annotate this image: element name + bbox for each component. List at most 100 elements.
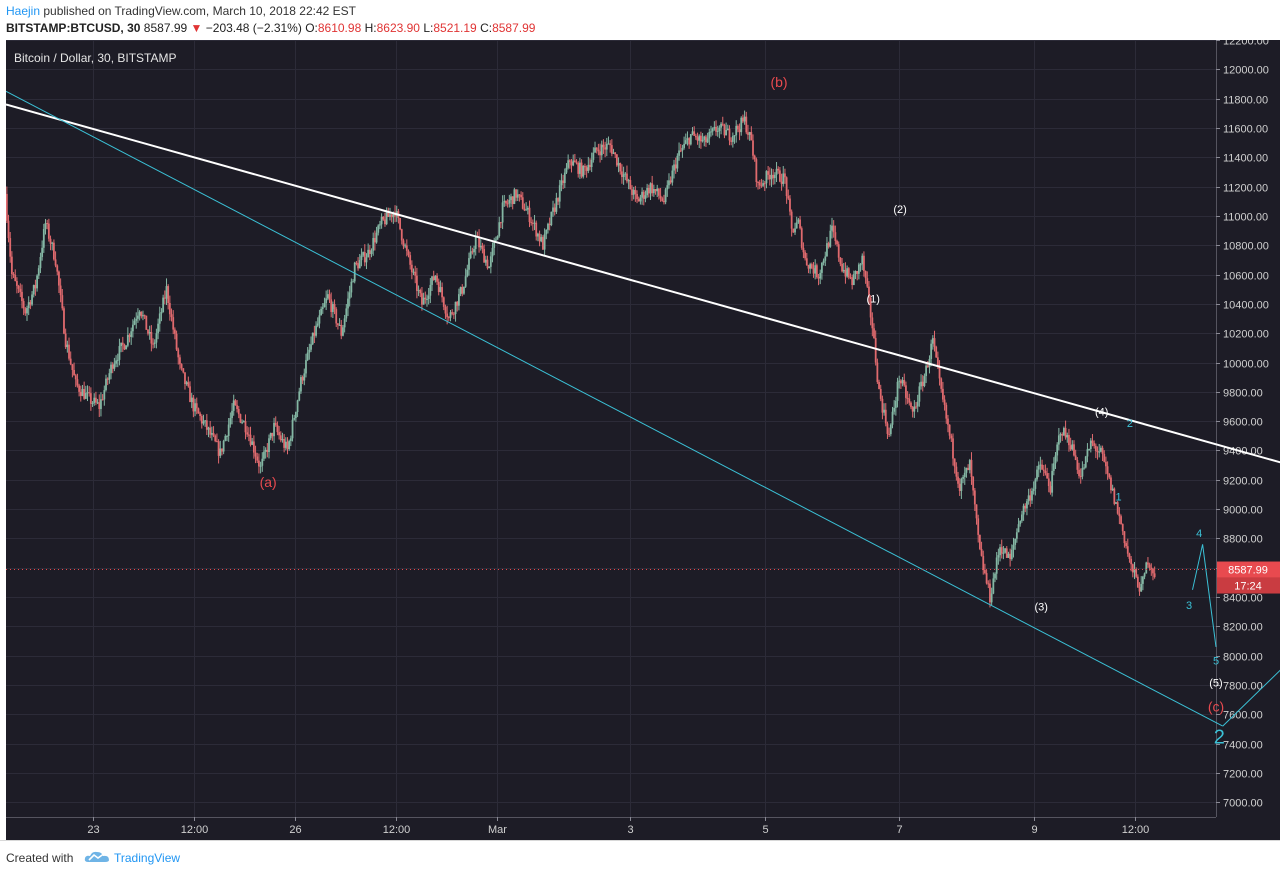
candle-body: [622, 174, 625, 178]
candle-body: [1141, 576, 1144, 584]
candle-body: [1140, 583, 1143, 592]
wave-label[interactable]: (c): [1208, 698, 1224, 714]
candle-body: [100, 399, 102, 409]
white-trendline[interactable]: [5, 103, 1280, 505]
candle-body: [483, 249, 486, 263]
candle-body: [947, 418, 949, 425]
y-tick-label: 8000.00: [1223, 652, 1263, 664]
candle-body: [320, 308, 323, 316]
candle-body: [145, 315, 148, 330]
candle-body: [368, 249, 371, 254]
cyan-lower-line[interactable]: [5, 90, 1223, 727]
tradingview-brand[interactable]: TradingView: [114, 851, 181, 865]
candle-body: [807, 265, 810, 269]
candle-body: [1150, 567, 1153, 569]
wave-label[interactable]: 5: [1213, 656, 1219, 668]
candle-body: [101, 399, 104, 401]
y-tick-label: 10400.00: [1223, 300, 1269, 312]
candle-body: [874, 338, 877, 363]
candle-body: [804, 252, 807, 259]
candle-body: [446, 313, 449, 318]
candle-body: [64, 333, 67, 348]
candle-body: [173, 329, 176, 334]
candle-body: [1089, 440, 1092, 450]
candle-body: [367, 249, 370, 258]
author-link[interactable]: Haejin: [6, 4, 41, 18]
candle-body: [46, 223, 49, 225]
candle-body: [758, 182, 761, 186]
candle-body: [708, 131, 711, 139]
wave-label[interactable]: (3): [1034, 601, 1047, 613]
candle-body: [693, 131, 696, 136]
candle-body: [192, 397, 195, 412]
candle-body: [831, 225, 833, 231]
candle-body: [901, 380, 904, 384]
candle-body: [1036, 469, 1038, 480]
candle-body: [916, 401, 919, 407]
candle-body: [594, 147, 596, 153]
candle-body: [108, 373, 111, 380]
candle-body: [908, 398, 911, 403]
candle-body: [911, 407, 914, 412]
candle-body: [488, 266, 491, 269]
candle-body: [106, 378, 109, 380]
candle-body: [696, 137, 699, 141]
candle-body: [918, 386, 921, 402]
wave-label[interactable]: (5): [1209, 678, 1222, 690]
wave-label[interactable]: (b): [770, 74, 787, 90]
candle-body: [572, 160, 575, 166]
candle-body: [167, 286, 170, 303]
candle-body: [762, 183, 764, 186]
candle-body: [19, 288, 22, 292]
candle-body: [990, 593, 993, 603]
wave-label[interactable]: (1): [866, 293, 879, 305]
candle-body: [471, 251, 474, 253]
candle-body: [138, 311, 141, 316]
wave-label[interactable]: (4): [1095, 406, 1108, 418]
candle-body: [27, 302, 30, 309]
candle-body: [1086, 449, 1089, 457]
candle-body: [642, 191, 645, 199]
candle-body: [91, 402, 94, 404]
wave-label[interactable]: 1: [1115, 491, 1121, 503]
candle-body: [221, 448, 223, 452]
candle-body: [241, 422, 244, 424]
candle-body: [819, 272, 822, 279]
candle-body: [281, 439, 284, 441]
wave-label[interactable]: 4: [1196, 528, 1202, 540]
candle-body: [1088, 449, 1091, 451]
wave-label[interactable]: 2: [1214, 727, 1225, 749]
candle-body: [21, 291, 23, 302]
candle-body: [294, 411, 297, 419]
candle-body: [447, 317, 450, 319]
candle-body: [1057, 435, 1060, 445]
candle-body: [701, 139, 704, 142]
price-axis-background[interactable]: [1216, 40, 1280, 840]
candle-body: [531, 222, 534, 224]
wave-label[interactable]: (2): [893, 204, 906, 216]
candle-body: [219, 448, 222, 456]
y-tick-label: 8400.00: [1223, 593, 1263, 605]
candle-body: [525, 209, 528, 211]
candle-body: [431, 276, 433, 285]
candle-body: [494, 239, 497, 241]
candle-body: [639, 197, 642, 202]
candle-body: [632, 189, 635, 195]
wave-label[interactable]: 3: [1186, 600, 1192, 612]
candle-body: [866, 278, 869, 287]
wave-label[interactable]: 2: [1127, 418, 1133, 430]
time-axis-background[interactable]: [6, 817, 1216, 840]
y-tick-label: 8200.00: [1223, 622, 1263, 634]
candle-body: [750, 132, 753, 141]
projection-line[interactable]: [1192, 544, 1217, 647]
chart-area[interactable]: 7000.00 7200.00 7400.00 7600.00 7800.00 8000.…: [5, 36, 1280, 840]
candle-body: [898, 380, 901, 382]
candle-body: [343, 318, 346, 328]
candle-body: [644, 195, 647, 199]
price-chart[interactable]: 7000.00 7200.00 7400.00 7600.00 7800.00 8000.…: [5, 36, 1280, 840]
candle-body: [510, 196, 512, 201]
candle-body: [770, 174, 773, 180]
candle-body: [236, 405, 238, 410]
wave-label[interactable]: (a): [260, 474, 277, 490]
cyan-upper-line[interactable]: [1222, 524, 1280, 727]
